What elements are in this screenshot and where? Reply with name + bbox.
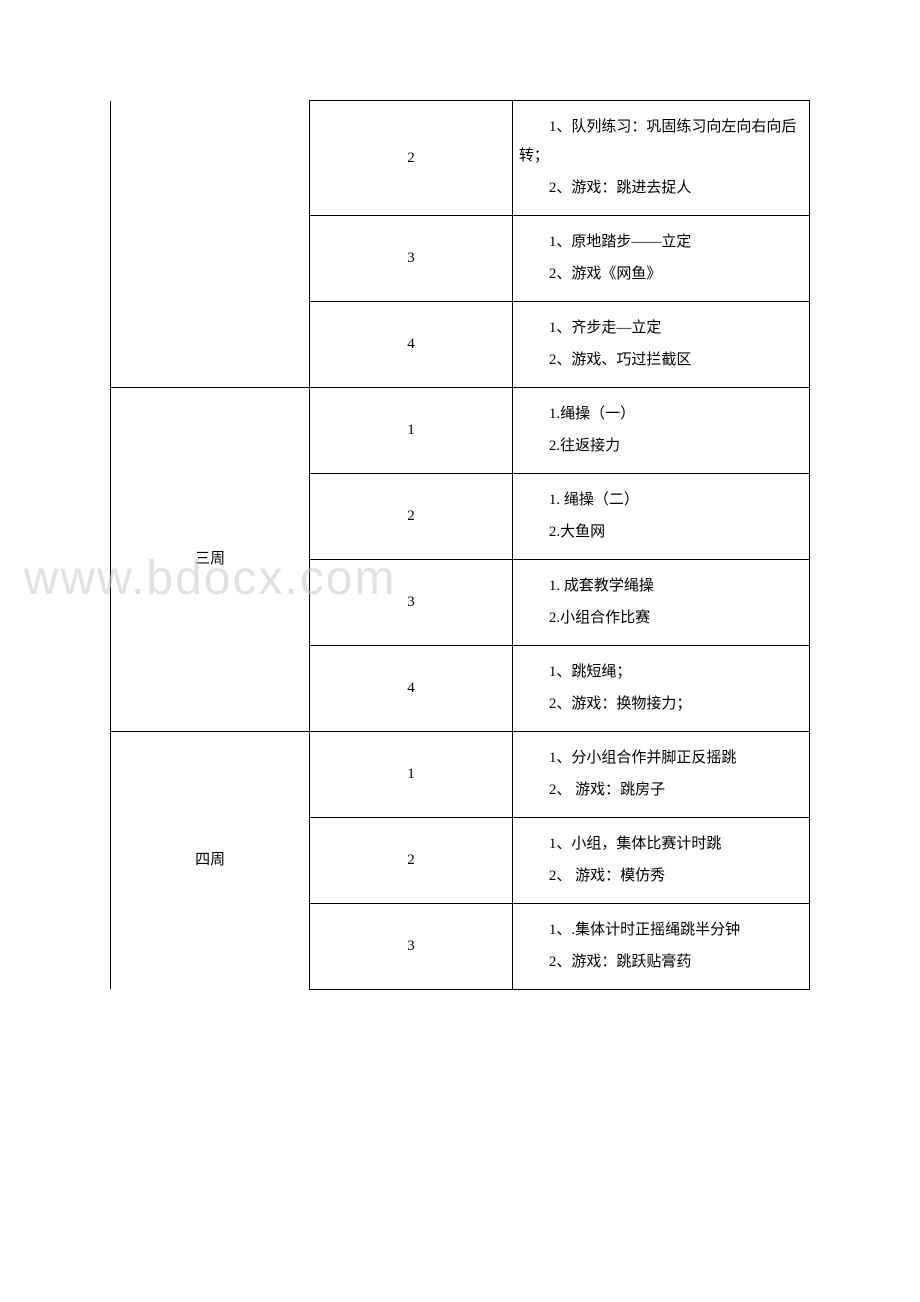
content-line: 2、游戏、巧过拦截区	[519, 346, 803, 375]
content-line: 1.绳操（一）	[519, 400, 803, 429]
content-line: 2、游戏《网鱼》	[519, 260, 803, 289]
content-line: 1、小组，集体比赛计时跳	[519, 830, 803, 859]
lesson-content: 1、队列练习：巩固练习向左向右向后转； 2、游戏：跳进去捉人	[512, 101, 809, 216]
lesson-num: 2	[310, 101, 513, 216]
lesson-num: 4	[310, 301, 513, 387]
content-line: 1、齐步走—立定	[519, 314, 803, 343]
lesson-content: 1. 成套教学绳操 2.小组合作比赛	[512, 559, 809, 645]
lesson-num: 3	[310, 903, 513, 989]
content-line: 1、分小组合作并脚正反摇跳	[519, 744, 803, 773]
lesson-content: 1.绳操（一） 2.往返接力	[512, 387, 809, 473]
lesson-content: 1、跳短绳； 2、游戏：换物接力；	[512, 645, 809, 731]
week-cell	[111, 101, 310, 388]
lesson-content: 1. 绳操（二） 2.大鱼网	[512, 473, 809, 559]
content-line: 2、 游戏：跳房子	[519, 776, 803, 805]
lesson-content: 1、齐步走—立定 2、游戏、巧过拦截区	[512, 301, 809, 387]
lesson-num: 1	[310, 387, 513, 473]
content-line: 1. 成套教学绳操	[519, 572, 803, 601]
week-cell: 三周 www.bdocx.com	[111, 387, 310, 731]
content-line: 2、游戏：跳跃贴膏药	[519, 948, 803, 977]
week-cell: 四周	[111, 731, 310, 989]
table-row: 2 1、队列练习：巩固练习向左向右向后转； 2、游戏：跳进去捉人	[111, 101, 810, 216]
content-line: 2.往返接力	[519, 432, 803, 461]
lesson-num: 2	[310, 473, 513, 559]
table-row: 三周 www.bdocx.com 1 1.绳操（一） 2.往返接力	[111, 387, 810, 473]
week-label: 三周	[195, 551, 225, 567]
content-line: 1、队列练习：巩固练习向左向右向后转；	[519, 113, 803, 170]
table-row: 四周 1 1、分小组合作并脚正反摇跳 2、 游戏：跳房子	[111, 731, 810, 817]
lesson-num: 2	[310, 817, 513, 903]
content-line: 1. 绳操（二）	[519, 486, 803, 515]
lesson-num: 3	[310, 559, 513, 645]
lesson-content: 1、分小组合作并脚正反摇跳 2、 游戏：跳房子	[512, 731, 809, 817]
content-line: 2、 游戏：模仿秀	[519, 862, 803, 891]
content-line: 2.大鱼网	[519, 518, 803, 547]
content-line: 2、游戏：换物接力；	[519, 690, 803, 719]
content-line: 1、跳短绳；	[519, 658, 803, 687]
lesson-num: 1	[310, 731, 513, 817]
lesson-content: 1、小组，集体比赛计时跳 2、 游戏：模仿秀	[512, 817, 809, 903]
schedule-table: 2 1、队列练习：巩固练习向左向右向后转； 2、游戏：跳进去捉人 3 1、原地踏…	[110, 100, 810, 990]
content-line: 2.小组合作比赛	[519, 604, 803, 633]
content-line: 2、游戏：跳进去捉人	[519, 174, 803, 203]
content-line: 1、.集体计时正摇绳跳半分钟	[519, 916, 803, 945]
lesson-num: 3	[310, 215, 513, 301]
lesson-content: 1、原地踏步——立定 2、游戏《网鱼》	[512, 215, 809, 301]
content-line: 1、原地踏步——立定	[519, 228, 803, 257]
lesson-content: 1、.集体计时正摇绳跳半分钟 2、游戏：跳跃贴膏药	[512, 903, 809, 989]
lesson-num: 4	[310, 645, 513, 731]
